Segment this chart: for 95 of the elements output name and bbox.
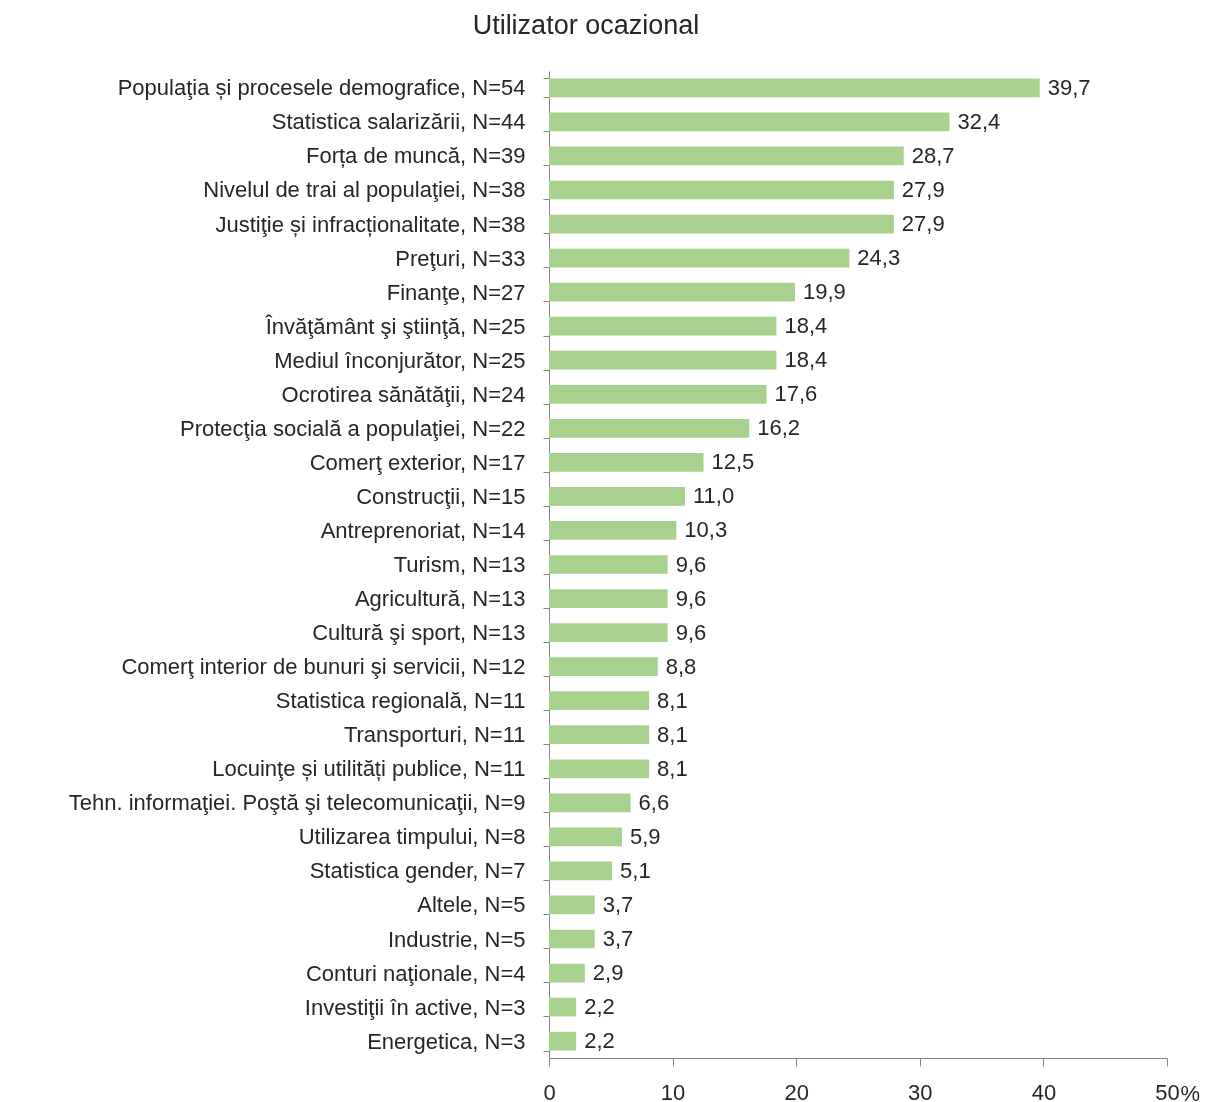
data-label: 8,1 xyxy=(657,755,688,781)
bar xyxy=(549,657,658,676)
bar xyxy=(549,316,777,336)
y-tick-label: Forța de muncă, N=39 xyxy=(305,143,526,169)
x-tick-label: 40 xyxy=(1031,1079,1057,1102)
bar xyxy=(549,78,1040,98)
y-tick-label: Învăţământ şi ştiinţă, N=25 xyxy=(264,313,526,339)
data-label: 27,9 xyxy=(901,211,945,237)
data-label: 10,3 xyxy=(684,517,728,543)
bar xyxy=(549,827,622,847)
data-label: 18,4 xyxy=(784,313,828,339)
y-tick-label: Mediul înconjurător, N=25 xyxy=(274,347,526,373)
y-tick-label: Antreprenoriat, N=14 xyxy=(320,517,526,543)
data-label: 16,2 xyxy=(757,415,801,441)
y-tick-label: Turism, N=13 xyxy=(393,552,526,577)
data-label: 39,7 xyxy=(1047,74,1091,100)
data-label: 5,9 xyxy=(629,823,661,849)
bar xyxy=(549,180,894,200)
data-label: 18,4 xyxy=(784,347,828,373)
bar xyxy=(549,929,595,949)
data-label: 5,1 xyxy=(620,857,651,883)
bar xyxy=(549,521,677,540)
y-tick-label: Utilizarea timpului, N=8 xyxy=(298,824,526,850)
bar xyxy=(549,759,650,779)
bar xyxy=(549,861,613,881)
y-tick-label: Statistica gender, N=7 xyxy=(309,858,526,884)
data-label: 28,7 xyxy=(911,142,955,168)
bar xyxy=(549,384,767,404)
y-tick-label: Locuinţe și utilități publice, N=11 xyxy=(212,756,526,782)
data-label: 3,7 xyxy=(602,926,634,952)
x-tick-label: 30 xyxy=(908,1079,933,1102)
y-tick-label: Protecţia socială a populaţiei, N=22 xyxy=(180,415,526,441)
data-label: 17,6 xyxy=(774,381,818,407)
data-label: 9,6 xyxy=(675,619,707,645)
y-tick-label: Justiţie și infracționalitate, N=38 xyxy=(215,211,526,237)
bar xyxy=(549,214,894,234)
bar xyxy=(549,453,704,472)
data-label: 6,6 xyxy=(638,789,670,815)
data-label: 9,6 xyxy=(675,585,707,611)
y-tick-label: Finanţe, N=27 xyxy=(386,279,526,305)
bar xyxy=(549,691,650,711)
y-tick-label: Populaţia și procesele demografice, N=54 xyxy=(117,75,526,101)
y-tick-label: Transporturi, N=11 xyxy=(343,722,526,748)
y-tick-label: Preţuri, N=33 xyxy=(395,245,526,271)
bar xyxy=(549,146,904,166)
y-tick-label: Investiţii în active, N=3 xyxy=(304,994,526,1020)
bar xyxy=(549,282,795,302)
x-axis-title: % xyxy=(1180,1080,1201,1102)
y-tick-label: Agricultură, N=13 xyxy=(354,586,526,612)
bar xyxy=(549,725,650,745)
x-tick-label: 20 xyxy=(784,1079,809,1102)
bar xyxy=(549,895,595,915)
bar xyxy=(549,997,577,1017)
x-tick-label: 10 xyxy=(660,1079,686,1102)
bar xyxy=(549,418,750,438)
bar xyxy=(549,793,631,813)
bar xyxy=(549,112,950,132)
data-label: 19,9 xyxy=(802,279,846,305)
x-tick-label: 50 xyxy=(1155,1079,1180,1102)
bar xyxy=(549,487,685,506)
y-tick-label: Industrie, N=5 xyxy=(387,926,526,952)
chart-title: Utilizator ocazional xyxy=(472,10,700,40)
y-tick-label: Ocrotirea sănătăţii, N=24 xyxy=(281,381,526,407)
data-label: 11,0 xyxy=(692,483,735,509)
data-label: 12,5 xyxy=(711,449,755,475)
y-tick-label: Cultură şi sport, N=13 xyxy=(312,620,526,646)
bar xyxy=(549,555,668,574)
y-tick-label: Energetica, N=3 xyxy=(367,1028,526,1054)
data-label: 9,6 xyxy=(675,551,707,577)
y-tick-label: Conturi naţionale, N=4 xyxy=(305,960,526,986)
bar xyxy=(549,1031,577,1051)
y-tick-label: Comerţ exterior, N=17 xyxy=(309,449,526,475)
bar xyxy=(549,963,585,983)
bar xyxy=(549,589,668,608)
data-label: 32,4 xyxy=(957,108,1001,134)
y-tick-label: Statistica regională, N=11 xyxy=(275,688,526,714)
x-tick-label: 0 xyxy=(543,1079,556,1102)
y-tick-label: Nivelul de trai al populaţiei, N=38 xyxy=(203,177,526,203)
bar xyxy=(549,248,850,268)
data-label: 2,2 xyxy=(584,994,615,1020)
y-tick-label: Construcţii, N=15 xyxy=(356,483,526,509)
data-label: 3,7 xyxy=(602,891,634,917)
y-tick-label: Altele, N=5 xyxy=(417,892,526,918)
y-tick-label: Statistica salarizării, N=44 xyxy=(271,109,526,135)
bar xyxy=(549,623,668,642)
data-label: 8,8 xyxy=(665,653,697,679)
data-label: 27,9 xyxy=(901,176,945,202)
bar xyxy=(549,350,777,370)
data-label: 2,2 xyxy=(584,1028,615,1054)
data-label: 24,3 xyxy=(857,245,901,271)
data-label: 2,9 xyxy=(592,960,624,986)
y-tick-label: Tehn. informaţiei. Poştă şi telecomunicaţii, N=9 xyxy=(68,790,526,816)
data-label: 8,1 xyxy=(657,721,688,747)
y-tick-label: Comerţ interior de bunuri şi servicii, N=12 xyxy=(121,654,526,680)
data-label: 8,1 xyxy=(657,687,688,713)
